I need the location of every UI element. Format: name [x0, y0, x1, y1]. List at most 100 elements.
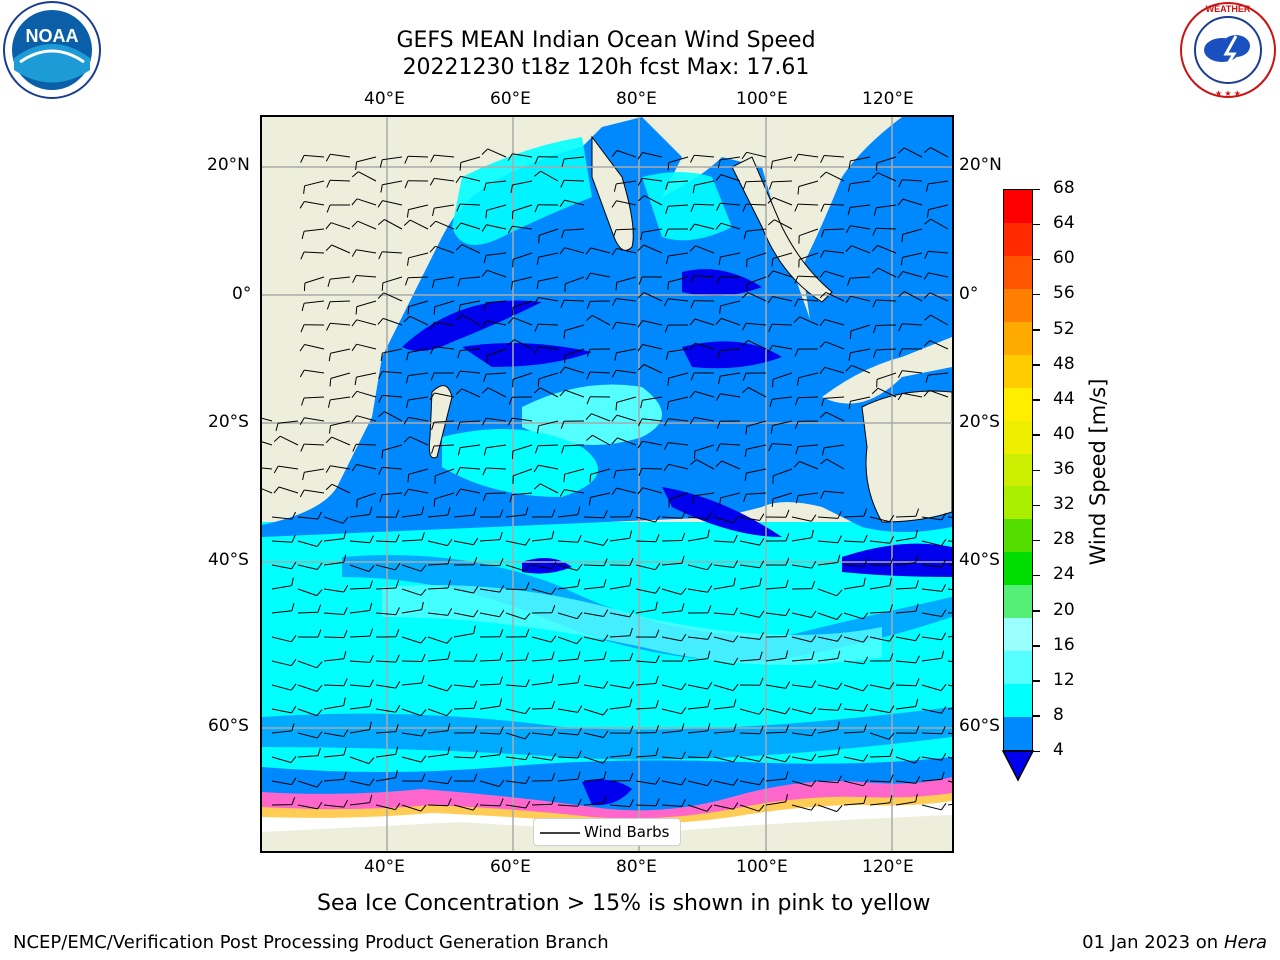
- wind-barb: [720, 393, 741, 398]
- wind-barb-flag: [629, 799, 634, 807]
- lon-label-bottom: 40°E: [364, 857, 405, 877]
- wind-barb-flag: [819, 292, 827, 299]
- wind-barb: [799, 461, 819, 470]
- wind-barb: [642, 396, 663, 401]
- wind-barb-flag: [446, 636, 453, 644]
- wind-barb-flag: [551, 796, 556, 805]
- wind-barb-flag: [915, 725, 920, 734]
- wind-barb: [823, 228, 845, 231]
- wind-barb-flag: [820, 229, 825, 238]
- wind-barb: [739, 804, 760, 812]
- wind-barb-flag: [915, 633, 921, 641]
- wind-barb: [904, 291, 923, 302]
- wind-barb-flag: [863, 577, 866, 586]
- footer-credit: NCEP/EMC/Verification Post Processing Pr…: [13, 932, 609, 953]
- wind-barb: [349, 780, 370, 786]
- wind-barb: [512, 276, 533, 283]
- wind-barb-flag: [603, 538, 609, 546]
- wind-barb-flag: [637, 487, 644, 495]
- wind-barb: [583, 516, 605, 519]
- wind-barb-flag: [810, 635, 817, 643]
- wind-barb-flag: [655, 747, 659, 756]
- wind-barb: [947, 588, 952, 591]
- wind-barb-flag: [875, 162, 878, 172]
- wind-barb: [825, 411, 845, 422]
- wind-barb-flag: [759, 677, 764, 686]
- wind-barb: [902, 392, 923, 398]
- wind-barb-flag: [551, 509, 556, 518]
- wind-barb: [401, 660, 423, 662]
- wind-barb-flag: [316, 539, 323, 547]
- wind-barb: [687, 537, 708, 542]
- colorbar-tick-mark: [1033, 188, 1040, 190]
- wind-barb-flag: [395, 680, 401, 689]
- wind-barb: [791, 516, 812, 522]
- wind-barb-flag: [707, 722, 711, 731]
- wind-barb: [356, 464, 377, 470]
- wind-barb-flag: [862, 612, 869, 620]
- wind-barb-flag: [889, 794, 893, 803]
- wind-barb-flag: [707, 511, 712, 520]
- wind-barb-flag: [706, 563, 713, 571]
- wind-barb-flag: [707, 681, 713, 690]
- wind-barb: [453, 612, 474, 618]
- wind-barb: [408, 468, 429, 475]
- wind-barb-flag: [343, 771, 347, 780]
- wind-barb-flag: [485, 210, 488, 219]
- wind-barb-flag: [940, 802, 947, 811]
- wind-barb: [538, 297, 559, 302]
- wind-barb: [817, 612, 838, 620]
- wind-barb-flag: [586, 371, 591, 380]
- wind-barb-flag: [681, 653, 686, 662]
- wind-barb: [739, 612, 760, 618]
- wind-barb-flag: [473, 679, 478, 688]
- wind-barb: [382, 371, 403, 374]
- wind-barb: [643, 292, 663, 302]
- map-canvas: [262, 117, 952, 851]
- wind-barb: [746, 468, 767, 474]
- wind-barb: [693, 203, 715, 206]
- wind-barb: [297, 804, 318, 810]
- colorbar-cell: [1004, 552, 1032, 586]
- wind-barb: [642, 440, 663, 446]
- wind-barb-flag: [447, 776, 453, 784]
- wind-barb-flag: [603, 510, 608, 519]
- wind-barb: [538, 372, 559, 380]
- wind-barb-flag: [848, 401, 851, 410]
- lat-label-left: 20°N: [207, 155, 250, 175]
- wind-barb: [903, 147, 923, 158]
- wind-barb: [644, 195, 663, 206]
- wind-barb: [616, 248, 637, 254]
- wind-barb: [713, 730, 734, 734]
- wind-barb: [901, 323, 923, 326]
- wind-barb: [739, 756, 760, 762]
- wind-barb-flag: [811, 610, 817, 618]
- wind-barb-flag: [837, 721, 840, 730]
- wind-barb-flag: [689, 417, 695, 425]
- wind-barb-flag: [525, 800, 531, 809]
- wind-barb: [512, 252, 533, 260]
- wind-barb-flag: [379, 494, 383, 503]
- wind-barb: [895, 537, 916, 542]
- wind-barb-flag: [863, 724, 867, 733]
- wind-barb: [460, 488, 481, 494]
- wind-barb-flag: [889, 634, 895, 642]
- wind-barb: [453, 707, 475, 710]
- wind-barb: [694, 154, 715, 158]
- wind-barb: [460, 175, 481, 182]
- wind-barb: [668, 348, 689, 353]
- wind-barb-flag: [378, 371, 383, 379]
- wind-barb: [823, 396, 845, 399]
- wind-barb-flag: [862, 779, 869, 787]
- wind-barb: [512, 153, 533, 158]
- wind-barb-flag: [551, 727, 557, 736]
- wind-barb-flag: [615, 282, 618, 291]
- wind-barb-flag: [291, 723, 295, 732]
- wind-barb: [557, 514, 578, 518]
- wind-barb-flag: [395, 705, 401, 713]
- wind-barb: [817, 754, 838, 758]
- wind-barb-flag: [369, 794, 373, 803]
- wind-barb: [565, 389, 585, 398]
- wind-barb: [772, 345, 793, 350]
- wind-barb-flag: [741, 292, 749, 299]
